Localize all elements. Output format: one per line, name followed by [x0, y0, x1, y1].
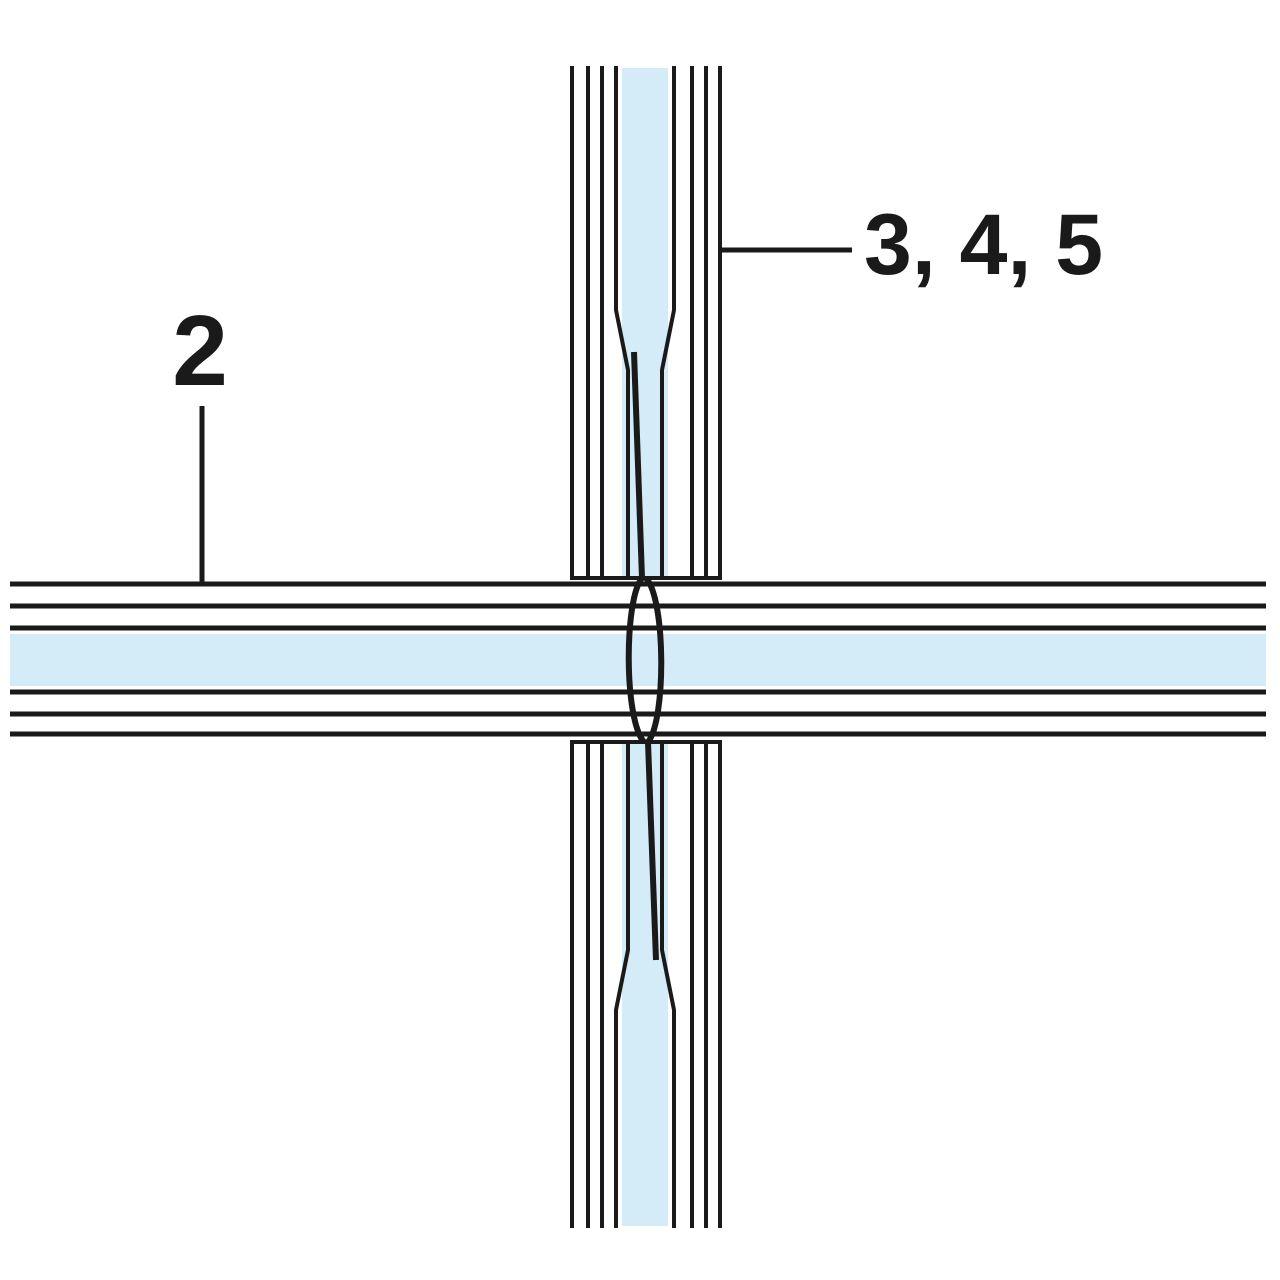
horizontal-profile-fill [10, 634, 1266, 686]
label-vertical-profile: 3, 4, 5 [864, 197, 1103, 293]
leader-lines [199, 247, 852, 584]
label-horizontal-profile: 2 [172, 295, 228, 407]
vertical-profile-lower [570, 740, 722, 1228]
connector-clip [625, 351, 665, 961]
